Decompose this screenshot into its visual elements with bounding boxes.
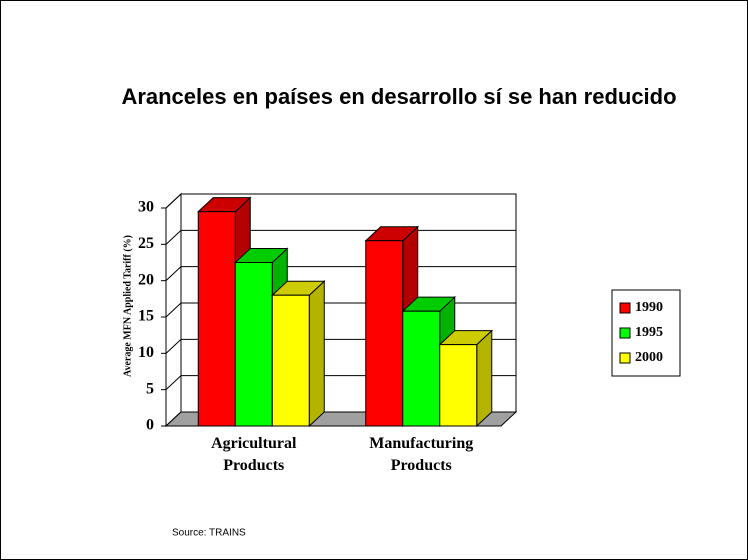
legend-label: 2000 (635, 350, 663, 365)
bar (271, 294, 310, 427)
y-tick-label: 0 (146, 417, 154, 434)
grid-line (165, 229, 182, 245)
legend-swatch (619, 327, 631, 339)
grid-line (165, 375, 182, 391)
grid-line (165, 193, 182, 209)
grid-line (165, 302, 182, 318)
grid-line (165, 338, 182, 354)
y-tick-label: 10 (138, 344, 154, 361)
bar-side (308, 280, 325, 428)
y-tick-label: 30 (138, 199, 154, 216)
bar (234, 262, 273, 427)
y-tick-label: 25 (138, 235, 154, 252)
legend-swatch (619, 302, 631, 314)
y-tick-label: 5 (146, 380, 154, 397)
x-tick-label: Agricultural Products (211, 435, 297, 474)
legend-label: 1990 (635, 300, 663, 315)
bar (402, 310, 441, 427)
y-tick-label: 15 (138, 308, 154, 325)
bar-side (476, 329, 493, 428)
source-note: Source: TRAINS (172, 528, 246, 539)
y-axis-label: Average MFN Applied Tariff (%) (122, 235, 133, 377)
legend-label: 1995 (635, 325, 663, 340)
bar (439, 344, 478, 427)
bar (365, 240, 404, 427)
grid-line (165, 266, 182, 282)
legend-swatch (619, 352, 631, 364)
chart-title: Aranceles en países en desarrollo sí se … (121, 84, 676, 109)
bar (197, 211, 236, 427)
y-tick-label: 20 (138, 271, 154, 288)
x-tick-label: Manufacturing Products (369, 435, 474, 474)
